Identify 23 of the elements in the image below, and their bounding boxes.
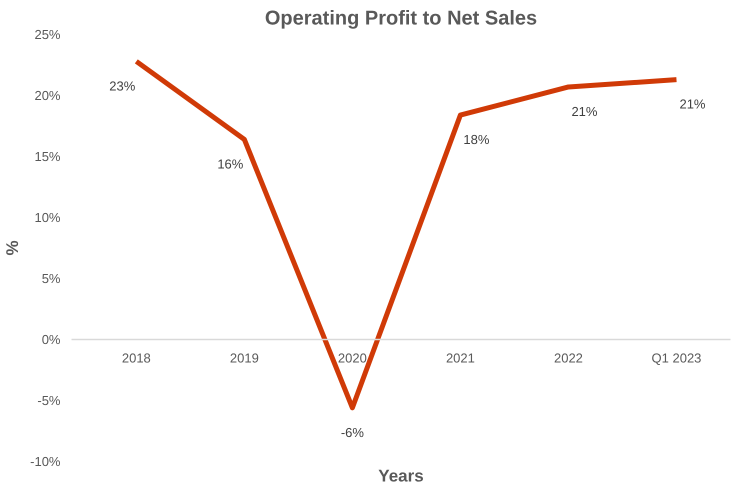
y-tick-label: -5% xyxy=(37,393,61,408)
data-label: -6% xyxy=(340,424,364,440)
data-label: 16% xyxy=(217,156,244,172)
y-tick-label: 25% xyxy=(34,27,61,42)
x-tick-label: 2022 xyxy=(554,350,583,366)
x-tick-label: 2019 xyxy=(230,350,259,366)
y-tick-label: 0% xyxy=(42,332,61,347)
x-tick-label: 2021 xyxy=(446,350,475,366)
y-tick-label: -10% xyxy=(30,454,61,469)
x-tick-label: Q1 2023 xyxy=(652,350,702,366)
y-tick-label: 20% xyxy=(34,88,61,103)
x-axis-title: Years xyxy=(378,466,424,486)
chart-title: Operating Profit to Net Sales xyxy=(264,8,538,30)
y-tick-label: 15% xyxy=(34,149,61,164)
x-tick-label: 2018 xyxy=(122,350,151,366)
data-label: 21% xyxy=(571,104,598,119)
y-tick-label: 10% xyxy=(34,210,61,225)
y-axis-title: % xyxy=(3,240,22,256)
x-tick-label: 2020 xyxy=(338,350,367,366)
data-label: 18% xyxy=(463,132,490,148)
data-label: 21% xyxy=(679,96,706,112)
data-label: 23% xyxy=(109,78,136,94)
y-tick-label: 5% xyxy=(42,271,61,286)
